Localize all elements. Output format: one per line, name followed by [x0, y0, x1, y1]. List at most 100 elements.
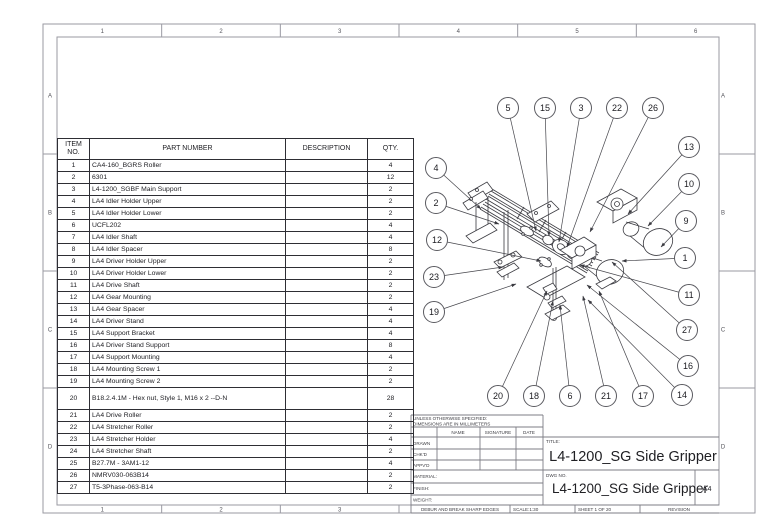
balloon-14 — [671, 384, 693, 406]
zone-column-label: 2 — [219, 29, 223, 35]
qty-cell: 12 — [367, 171, 414, 184]
description-cell — [285, 469, 368, 482]
dwg-no-label: DWG NO. — [546, 473, 567, 478]
part-number-cell: B18.2.4.1M - Hex nut, Style 1, M16 x 2 -… — [89, 387, 286, 410]
item-no-cell: 2 — [57, 171, 90, 184]
table-row: 15 LA4 Support Bracket 4 — [57, 327, 414, 340]
leader-line — [433, 265, 504, 278]
balloon-16 — [677, 355, 699, 377]
sheet-number: SHEET 1 OF 20 — [578, 507, 612, 512]
leader-line — [586, 284, 689, 367]
description-cell — [285, 409, 368, 422]
leader-line — [579, 264, 690, 296]
item-no-cell: 1 — [57, 159, 90, 172]
item-no-cell: 25 — [57, 457, 90, 470]
balloon-18 — [523, 385, 545, 407]
leader-line — [611, 261, 688, 331]
parts-table-header-row: ITEM NO. PART NUMBER DESCRIPTION QTY. — [57, 138, 414, 160]
zone-row-label: B — [721, 211, 725, 217]
item-no-cell: 14 — [57, 315, 90, 328]
balloon-number: 12 — [432, 235, 442, 245]
part-number-cell: NMRV030-063B14 — [89, 469, 286, 482]
item-no-cell: 11 — [57, 279, 90, 292]
zone-column-label: 6 — [694, 29, 698, 35]
leader-line — [435, 202, 500, 225]
qty-cell: 4 — [367, 159, 414, 172]
balloon-number: 4 — [433, 163, 438, 173]
zone-column-label: 1 — [101, 508, 105, 514]
part-number-cell: T5-3Phase-063-B14 — [89, 481, 286, 494]
description-cell — [285, 481, 368, 494]
part-number-cell: LA4 Drive Shaft — [89, 279, 286, 292]
balloon-number: 17 — [638, 391, 648, 401]
name-column-header: NAME — [451, 430, 464, 435]
item-no-cell: 20 — [57, 387, 90, 410]
col-header-qty: QTY. — [367, 138, 414, 160]
qty-cell: 2 — [367, 375, 414, 388]
part-number-cell: LA4 Idler Holder Lower — [89, 207, 286, 220]
dwg-no-value: L4-1200_SG Side Gripper — [552, 481, 709, 496]
table-row: 4 LA4 Idler Holder Upper 2 — [57, 195, 414, 208]
balloon-number: 22 — [612, 103, 622, 113]
spec-note-line2: DIMENSIONS ARE IN MILLIMETERS — [413, 422, 490, 427]
item-no-cell: 22 — [57, 421, 90, 434]
balloon-13 — [678, 136, 700, 158]
description-cell — [285, 159, 368, 172]
title-block: UNLESS OTHERWISE SPECIFIED: DIMENSIONS A… — [410, 414, 719, 514]
leader-line — [598, 290, 644, 397]
table-row: 6 UCFL202 4 — [57, 219, 414, 232]
part-number-cell: LA4 Driver Stand Support — [89, 339, 286, 352]
description-cell — [285, 375, 368, 388]
zone-column-label: 2 — [219, 508, 223, 514]
qty-cell: 4 — [367, 231, 414, 244]
qty-cell: 2 — [367, 363, 414, 376]
leader-line — [627, 146, 690, 215]
item-no-cell: 16 — [57, 339, 90, 352]
description-cell — [285, 195, 368, 208]
leader-line — [582, 295, 607, 397]
balloon-number: 19 — [429, 307, 439, 317]
balloon-number: 11 — [684, 290, 693, 300]
table-row: 19 LA4 Mounting Screw 2 2 — [57, 375, 414, 388]
balloon-number: 26 — [648, 103, 658, 113]
item-no-cell: 15 — [57, 327, 90, 340]
qty-cell: 4 — [367, 315, 414, 328]
table-row: 27 T5-3Phase-063-B14 2 — [57, 481, 414, 494]
signature-column-header: SIGNATURE — [485, 430, 511, 435]
part-number-cell: B27.7M - 3AM1-12 — [89, 457, 286, 470]
qty-cell: 4 — [367, 457, 414, 470]
table-row: 13 LA4 Gear Spacer 4 — [57, 303, 414, 316]
qty-cell: 8 — [367, 243, 414, 256]
part-number-cell: LA4 Stretcher Holder — [89, 433, 286, 446]
leader-line — [436, 239, 542, 262]
zone-row-label: D — [48, 445, 53, 451]
zone-row-label: D — [721, 445, 726, 451]
balloon-27 — [676, 319, 698, 341]
qty-cell: 2 — [367, 183, 414, 196]
leader-line — [497, 290, 548, 397]
description-cell — [285, 279, 368, 292]
description-cell — [285, 183, 368, 196]
balloon-4 — [425, 157, 447, 179]
table-row: 2 6301 12 — [57, 171, 414, 184]
table-row: 24 LA4 Stretcher Shaft 2 — [57, 445, 414, 458]
item-no-cell: 4 — [57, 195, 90, 208]
balloon-6 — [559, 385, 581, 407]
balloon-2 — [425, 192, 447, 214]
finish-label: FINISH: — [413, 486, 429, 491]
balloon-number: 10 — [684, 179, 694, 189]
balloon-5 — [497, 97, 519, 119]
part-number-cell: LA4 Gear Mounting — [89, 291, 286, 304]
part-number-cell: 6301 — [89, 171, 286, 184]
part-number-cell: LA4 Gear Spacer — [89, 303, 286, 316]
description-cell — [285, 243, 368, 256]
table-row: 11 LA4 Drive Shaft 2 — [57, 279, 414, 292]
description-cell — [285, 303, 368, 316]
balloon-1 — [674, 247, 696, 269]
balloon-12 — [426, 229, 448, 251]
item-no-cell: 8 — [57, 243, 90, 256]
leader-line — [544, 107, 551, 237]
